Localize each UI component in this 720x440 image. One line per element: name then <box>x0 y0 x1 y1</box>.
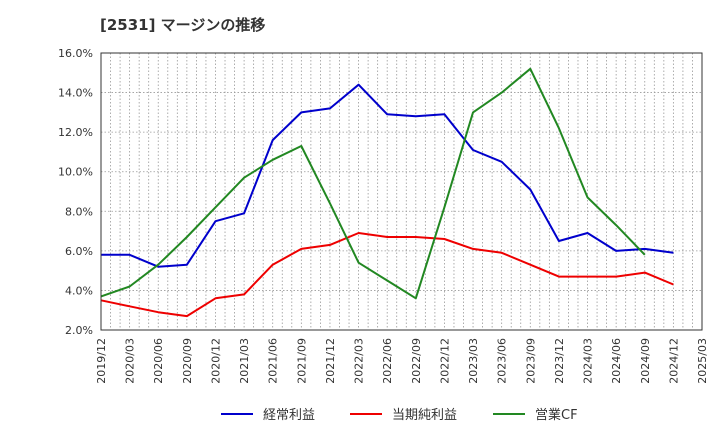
grid-lines <box>100 52 703 331</box>
series-line <box>100 232 674 318</box>
series-line <box>100 67 646 300</box>
y-tick-label: 6.0% <box>65 245 93 258</box>
x-tick-label: 2021/12 <box>324 338 337 384</box>
x-tick-label: 2020/03 <box>124 338 137 384</box>
x-tick-label: 2022/12 <box>438 338 451 384</box>
x-tick-label: 2024/06 <box>610 338 623 384</box>
x-tick-label: 2023/09 <box>524 338 537 384</box>
y-tick-label: 2.0% <box>65 324 93 337</box>
series-lines <box>100 67 674 318</box>
legend-label: 経常利益 <box>263 408 315 423</box>
x-tick-label: 2024/03 <box>582 338 595 384</box>
y-tick-label: 10.0% <box>58 166 93 179</box>
plot-border <box>100 52 703 331</box>
y-tick-label: 4.0% <box>65 284 93 297</box>
x-tick-label: 2020/12 <box>209 338 222 384</box>
y-tick-label: 14.0% <box>58 87 93 100</box>
legend-label: 当期純利益 <box>392 408 457 423</box>
x-tick-label: 2021/09 <box>295 338 308 384</box>
x-tick-label: 2022/03 <box>353 338 366 384</box>
x-tick-label: 2024/12 <box>667 338 680 384</box>
chart-title: [2531] マージンの推移 <box>100 16 266 34</box>
x-tick-label: 2024/09 <box>639 338 652 384</box>
x-tick-label: 2025/03 <box>696 338 709 384</box>
x-tick-label: 2022/09 <box>410 338 423 384</box>
axis-labels: 2.0% 4.0% 6.0% 8.0% 10.0% 12.0% 14.0% 16.0% 2019… <box>58 47 709 384</box>
x-tick-label: 2021/06 <box>267 338 280 384</box>
series-line <box>101 83 674 268</box>
legend-label: 営業CF <box>535 407 578 423</box>
x-tick-label: 2021/03 <box>238 338 251 384</box>
x-tick-label: 2020/06 <box>152 338 165 384</box>
x-tick-label: 2023/06 <box>496 338 509 384</box>
legend: 経常利益 当期純利益 営業CF <box>221 407 578 423</box>
y-tick-label: 16.0% <box>58 47 93 60</box>
x-tick-label: 2020/09 <box>181 338 194 384</box>
x-tick-label: 2022/06 <box>381 338 394 384</box>
x-tick-label: 2019/12 <box>95 338 108 384</box>
y-tick-label: 12.0% <box>58 126 93 139</box>
x-tick-label: 2023/12 <box>553 338 566 384</box>
y-tick-label: 8.0% <box>65 205 93 218</box>
x-tick-label: 2023/03 <box>467 338 480 384</box>
